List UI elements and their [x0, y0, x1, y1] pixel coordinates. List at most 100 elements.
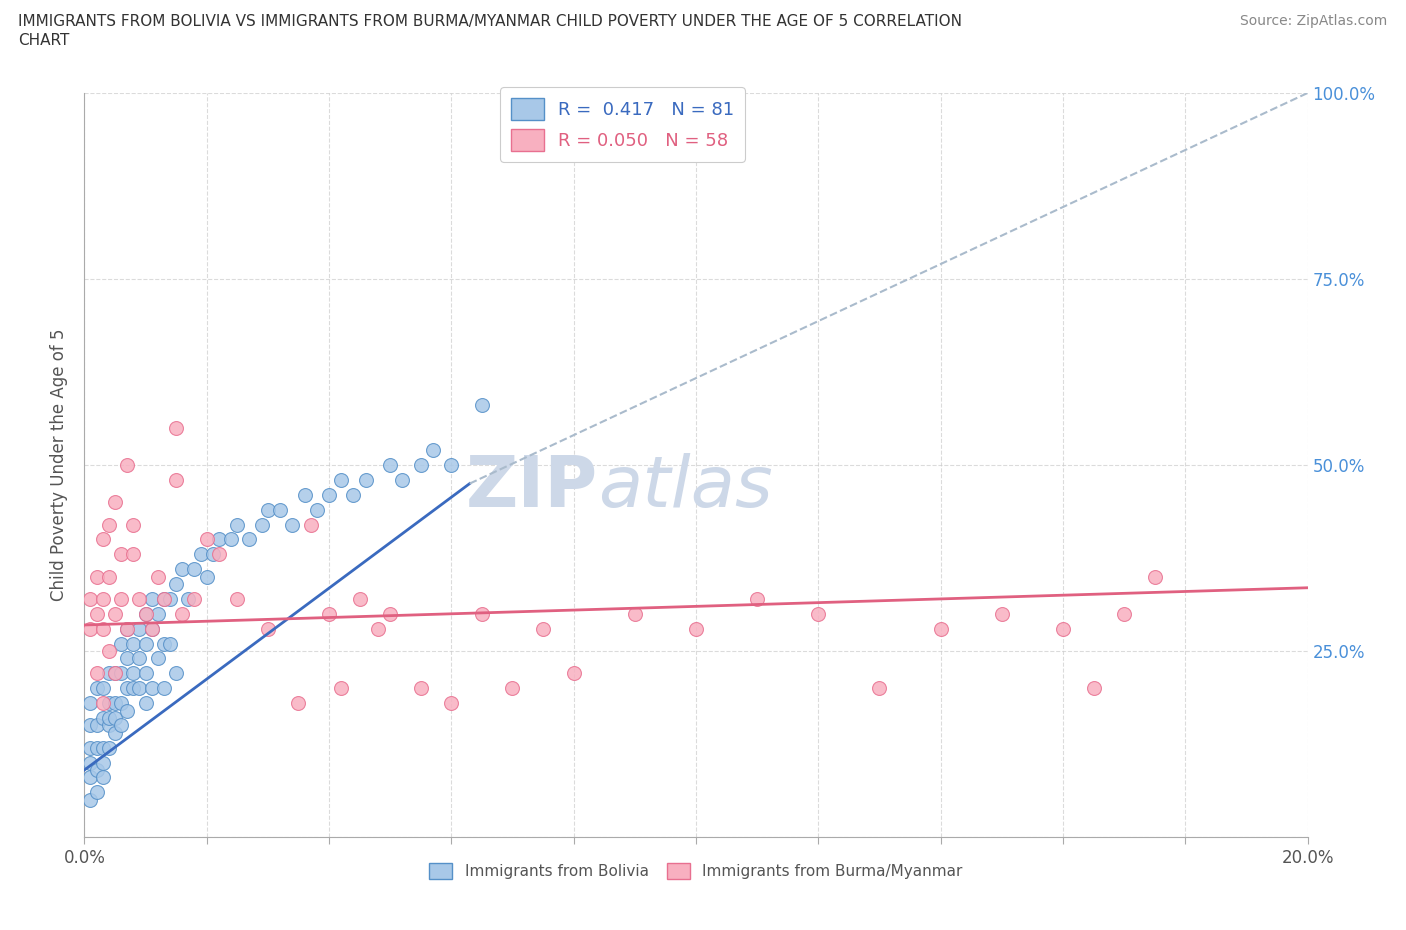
Y-axis label: Child Poverty Under the Age of 5: Child Poverty Under the Age of 5 — [51, 328, 69, 602]
Point — [349, 591, 371, 606]
Point — [97, 696, 120, 711]
Text: Source: ZipAtlas.com: Source: ZipAtlas.com — [1240, 14, 1388, 28]
Point — [97, 740, 120, 755]
Point — [807, 606, 830, 621]
Point — [747, 591, 769, 606]
Point — [79, 591, 101, 606]
Point — [146, 651, 169, 666]
Point — [190, 547, 212, 562]
Point — [471, 398, 494, 413]
Point — [991, 606, 1014, 621]
Point — [79, 792, 101, 807]
Point — [115, 621, 138, 636]
Point — [219, 532, 242, 547]
Point — [79, 755, 101, 770]
Point — [153, 636, 176, 651]
Point — [91, 621, 114, 636]
Point — [165, 472, 187, 487]
Point — [146, 606, 169, 621]
Point — [208, 547, 231, 562]
Point — [869, 681, 891, 696]
Point — [183, 562, 205, 577]
Point — [115, 703, 138, 718]
Point — [122, 517, 145, 532]
Point — [929, 621, 952, 636]
Point — [141, 621, 163, 636]
Point — [115, 651, 138, 666]
Point — [86, 606, 108, 621]
Point — [97, 517, 120, 532]
Point — [287, 696, 309, 711]
Point — [97, 666, 120, 681]
Point — [330, 681, 353, 696]
Point — [97, 569, 120, 584]
Point — [391, 472, 413, 487]
Point — [135, 636, 157, 651]
Point — [86, 681, 108, 696]
Point — [104, 725, 127, 740]
Point — [354, 472, 377, 487]
Point — [86, 740, 108, 755]
Point — [115, 621, 138, 636]
Point — [330, 472, 353, 487]
Point — [104, 711, 127, 725]
Point — [238, 532, 260, 547]
Point — [409, 681, 432, 696]
Point — [141, 591, 163, 606]
Point — [110, 547, 132, 562]
Point — [531, 621, 554, 636]
Point — [172, 606, 194, 621]
Point — [257, 502, 280, 517]
Point — [79, 770, 101, 785]
Point — [502, 681, 524, 696]
Point — [110, 636, 132, 651]
Point — [208, 532, 231, 547]
Point — [159, 636, 181, 651]
Point — [97, 718, 120, 733]
Point — [104, 696, 127, 711]
Point — [104, 606, 127, 621]
Point — [128, 681, 150, 696]
Point — [165, 577, 187, 591]
Legend: Immigrants from Bolivia, Immigrants from Burma/Myanmar: Immigrants from Bolivia, Immigrants from… — [423, 857, 969, 885]
Point — [91, 755, 114, 770]
Point — [685, 621, 707, 636]
Point — [141, 681, 163, 696]
Point — [91, 591, 114, 606]
Point — [153, 591, 176, 606]
Point — [159, 591, 181, 606]
Point — [97, 644, 120, 658]
Point — [440, 696, 463, 711]
Point — [281, 517, 304, 532]
Point — [104, 666, 127, 681]
Point — [226, 517, 249, 532]
Point — [172, 562, 194, 577]
Point — [128, 621, 150, 636]
Point — [183, 591, 205, 606]
Point — [201, 547, 224, 562]
Point — [97, 711, 120, 725]
Point — [562, 666, 585, 681]
Point — [153, 681, 176, 696]
Point — [141, 621, 163, 636]
Point — [165, 666, 187, 681]
Point — [91, 696, 114, 711]
Point — [1052, 621, 1074, 636]
Point — [122, 666, 145, 681]
Point — [305, 502, 328, 517]
Point — [91, 532, 114, 547]
Point — [380, 606, 402, 621]
Point — [115, 458, 138, 472]
Text: CHART: CHART — [18, 33, 70, 47]
Point — [115, 681, 138, 696]
Point — [135, 696, 157, 711]
Point — [91, 711, 114, 725]
Point — [257, 621, 280, 636]
Point — [409, 458, 432, 472]
Point — [86, 785, 108, 800]
Point — [195, 532, 218, 547]
Point — [110, 718, 132, 733]
Point — [624, 606, 647, 621]
Point — [226, 591, 249, 606]
Point — [122, 636, 145, 651]
